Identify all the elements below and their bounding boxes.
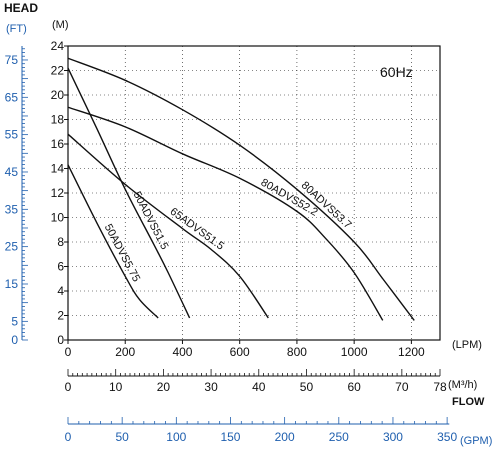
x-tick-label-gpm: 200 — [275, 430, 295, 444]
curve-65advs51-5 — [67, 133, 269, 319]
y-tick-label-m: 2 — [57, 309, 64, 323]
x-unit-gpm: (GPM) — [460, 435, 492, 447]
frequency-badge: 60Hz — [380, 64, 413, 80]
ft-tick-label: 75 — [5, 53, 19, 67]
x-tick-label-lpm: 800 — [287, 345, 307, 359]
x-tick-label-m3h: 50 — [300, 380, 314, 394]
y-tick-label-m: 18 — [51, 113, 65, 127]
x-tick-label-m3h: 20 — [157, 380, 171, 394]
x-tick-label-m3h: 10 — [109, 380, 123, 394]
series-label: 65ADVS51.5 — [168, 206, 226, 253]
x-tick-label-m3h: 0 — [65, 380, 72, 394]
curve-80advs53-7 — [67, 57, 415, 321]
y-tick-label-m: 22 — [51, 64, 65, 78]
y-tick-label-m: 12 — [51, 186, 65, 200]
y-tick-label-m: 6 — [57, 260, 64, 274]
x-tick-label-lpm: 1200 — [398, 345, 425, 359]
curve-50advs5-75 — [67, 164, 159, 319]
x-tick-label-m3h: 30 — [204, 380, 218, 394]
ft-tick-label: 15 — [5, 277, 19, 291]
x-tick-label-lpm: 600 — [230, 345, 250, 359]
x-tick-label-m3h: 60 — [347, 380, 361, 394]
y-tick-label-m: 14 — [51, 162, 65, 176]
x-unit-lpm: (LPM) — [452, 339, 482, 351]
ft-tick-label: 55 — [5, 128, 19, 142]
x-tick-label-gpm: 0 — [65, 430, 72, 444]
y-tick-label-m: 16 — [51, 137, 65, 151]
series-label: 50ADVS51.5 — [131, 190, 171, 252]
x-unit-m3h: (M³/h) — [448, 379, 477, 391]
x-tick-label-lpm: 1000 — [341, 345, 368, 359]
ft-tick-label: 65 — [5, 90, 19, 104]
y-tick-label-m: 8 — [57, 235, 64, 249]
x-tick-label-gpm: 50 — [115, 430, 129, 444]
y-left-unit: (FT) — [6, 23, 27, 35]
x-tick-label-lpm: 200 — [115, 345, 135, 359]
x-tick-label-gpm: 150 — [220, 430, 240, 444]
x-tick-label-lpm: 400 — [172, 345, 192, 359]
x-tick-label-m3h: 70 — [395, 380, 409, 394]
y-tick-label-m: 20 — [51, 88, 65, 102]
x-tick-label-m3h: 40 — [252, 380, 266, 394]
y-tick-label-m: 10 — [51, 211, 65, 225]
y-tick-label-m: 0 — [57, 333, 64, 347]
x-tick-label-m3h: 78 — [433, 380, 447, 394]
y-axis-title: HEAD — [4, 1, 38, 15]
ft-tick-label: 45 — [5, 165, 19, 179]
y-right-unit: (M) — [52, 19, 69, 31]
ft-tick-label: 35 — [5, 202, 19, 216]
y-tick-label-m: 24 — [51, 39, 65, 53]
x-tick-label-gpm: 250 — [329, 430, 349, 444]
y-tick-label-m: 4 — [57, 284, 64, 298]
curve-80advs52-2 — [67, 106, 384, 321]
ft-tick-label: 5 — [11, 314, 18, 328]
x-tick-label-gpm: 100 — [166, 430, 186, 444]
ft-tick-label: 25 — [5, 240, 19, 254]
x-tick-label-gpm: 300 — [383, 430, 403, 444]
x-tick-label-gpm: 350 — [437, 430, 457, 444]
series-label: 50ADVS5.75 — [102, 222, 142, 284]
x-tick-label-lpm: 0 — [65, 345, 72, 359]
flow-label: FLOW — [452, 396, 485, 408]
ft-tick-label: 0 — [11, 333, 18, 347]
curve-50advs51-5 — [67, 67, 191, 319]
